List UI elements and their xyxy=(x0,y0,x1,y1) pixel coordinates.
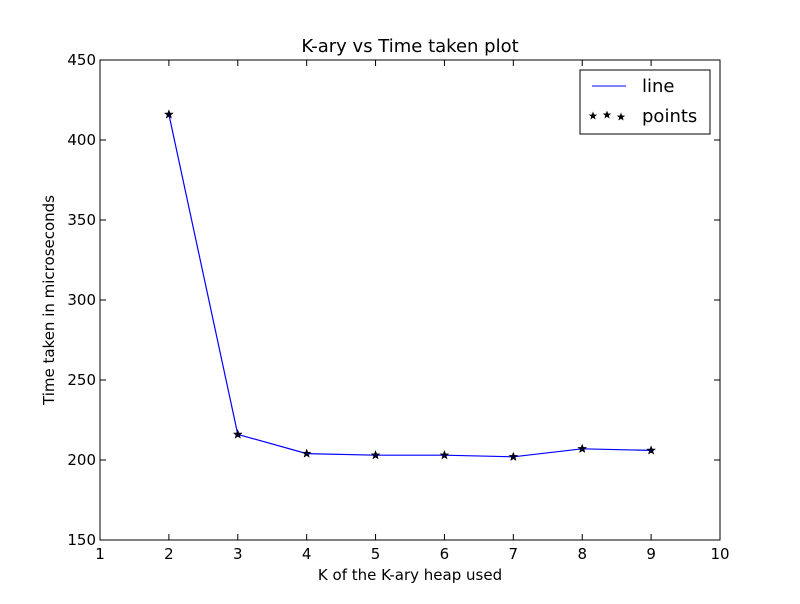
x-tick-label: 7 xyxy=(509,545,519,563)
x-axis-label: K of the K-ary heap used xyxy=(318,566,502,584)
legend-points-swatch xyxy=(588,110,626,121)
x-tick-label: 6 xyxy=(440,545,450,563)
y-tick-label: 450 xyxy=(67,51,96,69)
legend: line points xyxy=(579,69,711,135)
plot-area xyxy=(164,109,656,461)
x-tick-label: 10 xyxy=(710,545,729,563)
y-tick-label: 400 xyxy=(67,131,96,149)
axes-frame xyxy=(99,59,721,541)
axis-tick-labels: 1 2 3 4 5 6 7 8 9 10 150 200 250 300 350 400 450 xyxy=(67,51,729,563)
x-tick-label: 5 xyxy=(371,545,381,563)
legend-label-points: points xyxy=(642,106,697,127)
legend-star-icon xyxy=(616,112,626,121)
data-point-star xyxy=(577,443,588,453)
y-axis-label: Time taken in microseconds xyxy=(40,195,58,406)
x-tick-label: 1 xyxy=(95,545,105,563)
legend-star-icon xyxy=(602,110,612,119)
x-tick-label: 9 xyxy=(646,545,656,563)
y-tick-label: 350 xyxy=(67,211,96,229)
y-tick-label: 200 xyxy=(67,451,96,469)
y-tick-label: 250 xyxy=(67,371,96,389)
data-point-star xyxy=(370,450,381,460)
x-tick-label: 3 xyxy=(233,545,243,563)
x-tick-label: 8 xyxy=(577,545,587,563)
y-tick-label: 300 xyxy=(67,291,96,309)
x-tick-label: 2 xyxy=(164,545,174,563)
legend-label-line: line xyxy=(642,76,674,97)
x-tick-label: 4 xyxy=(302,545,312,563)
data-point-star xyxy=(301,448,312,458)
data-point-star xyxy=(439,450,450,460)
y-tick-label: 150 xyxy=(67,531,96,549)
legend-star-icon xyxy=(588,111,598,120)
data-point-star xyxy=(232,429,243,439)
data-point-star xyxy=(646,445,656,455)
data-point-star xyxy=(508,451,519,461)
legend-box xyxy=(579,69,711,135)
data-point-star xyxy=(164,109,174,119)
series-line xyxy=(168,114,652,458)
chart-title: K-ary vs Time taken plot xyxy=(301,36,518,57)
